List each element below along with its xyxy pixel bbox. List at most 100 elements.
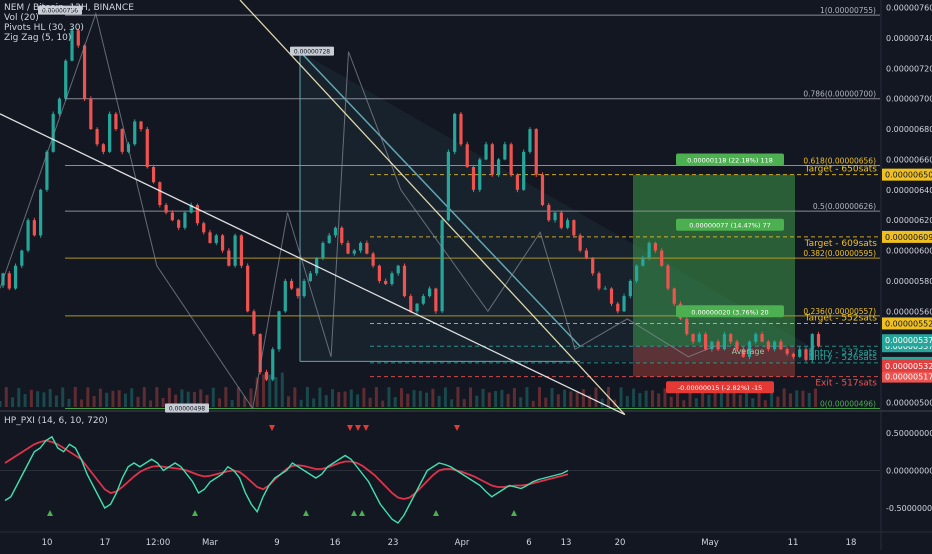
candle-body <box>95 129 99 145</box>
time-tick-label: 6 <box>526 538 531 548</box>
volume-bar <box>274 377 278 407</box>
volume-bar <box>80 399 84 407</box>
candle-body <box>704 334 708 350</box>
vol-indicator-label[interactable]: Vol (20) <box>4 13 39 23</box>
candle-body <box>271 349 275 380</box>
candle-body <box>503 144 507 160</box>
candle-body <box>810 334 814 360</box>
target-label: Exit - 517sats <box>815 379 877 389</box>
last-price-tag-text: 0.00000532 <box>885 362 932 371</box>
pivot-label-text: 0.00000498 <box>169 405 205 412</box>
oscillator-legend[interactable]: HP_PXI (14, 6, 10, 720) <box>4 416 108 426</box>
candle-body <box>446 151 451 221</box>
last-price-tag-bg <box>882 334 932 347</box>
candle-body <box>346 242 350 254</box>
position-value-box: 0.00000020 (3.76%) 20 <box>676 305 784 318</box>
time-tick-label: 23 <box>388 538 399 548</box>
volume-bar <box>86 387 90 407</box>
volume-bar <box>343 391 347 407</box>
candle-body <box>208 232 212 243</box>
volume-bar <box>738 394 742 407</box>
sell-signal-marker <box>355 425 361 431</box>
volume-bar <box>569 391 573 407</box>
time-tick-label: 12:00 <box>146 538 171 548</box>
zigzag-line <box>0 11 715 410</box>
time-tick-label: 20 <box>615 538 626 548</box>
volume-bar <box>676 387 680 407</box>
candle-body <box>409 296 413 312</box>
position-value-box-text: 0.00000077 (14.47%) 77 <box>689 222 771 230</box>
candle-body <box>666 265 670 289</box>
candle-body <box>89 98 93 130</box>
time-tick-label: 9 <box>274 538 279 548</box>
volume-bar <box>387 387 391 407</box>
price-tick-label: 0.00000600 <box>886 247 932 256</box>
price-tag-text: 0.00000552 <box>885 319 932 328</box>
trendline-resistance <box>239 0 626 415</box>
volume-bar <box>356 394 360 407</box>
target-label: Entry - 537sats <box>808 348 877 358</box>
candle-body <box>553 212 557 221</box>
candle-body <box>735 341 739 350</box>
volume-bar <box>362 387 366 407</box>
sell-signal-marker <box>363 425 369 431</box>
volume-bar <box>663 388 667 407</box>
volume-bar <box>512 388 516 407</box>
buy-signal-marker <box>303 510 309 516</box>
time-tick-label: 11 <box>788 538 799 548</box>
candle-body <box>227 250 231 266</box>
candle-body <box>722 334 727 350</box>
candle-body <box>641 258 645 266</box>
candle-body <box>616 303 620 312</box>
pivots-indicator-label[interactable]: Pivots HL (30, 30) <box>4 23 84 33</box>
volume-bar <box>123 393 127 407</box>
sell-signal-marker <box>454 425 460 431</box>
volume-bar <box>788 393 792 407</box>
volume-bar <box>268 374 272 407</box>
candle-body <box>333 227 338 236</box>
buy-signal-marker <box>359 510 365 516</box>
volume-bar <box>688 387 692 407</box>
buy-signal-marker <box>192 510 198 516</box>
price-tick-label: 0.00000640 <box>886 186 932 195</box>
price-tag-text: 0.00000517 <box>885 373 932 382</box>
candle-body <box>471 167 476 190</box>
candle-body <box>766 341 770 350</box>
price-axis-tags: 0.00000650 0.00000609 0.00000552 0.00000537… <box>882 168 932 383</box>
volume-bar <box>136 396 140 407</box>
volume-bar <box>494 391 498 407</box>
fib-label: 0.236(0.00000557) <box>803 307 876 316</box>
candle-body <box>540 174 545 205</box>
volume-bar <box>644 390 648 407</box>
candle-body <box>760 334 764 342</box>
volume-bar <box>337 392 341 407</box>
candle-body <box>82 45 87 99</box>
candle-body <box>697 334 701 342</box>
position-value-box: 0.00000077 (14.47%) 77 <box>676 218 784 231</box>
candle-body <box>565 220 570 228</box>
volume-bar <box>29 389 33 407</box>
volume-bar <box>111 390 115 407</box>
price-tick-label: 0.00000740 <box>886 34 932 43</box>
symbol-title[interactable]: NEM / Bitcoin, 12H, BINANCE <box>4 3 134 13</box>
position-value-box-text: -0.00000015 (-2.82%) -15 <box>678 384 762 392</box>
candle-body <box>114 113 118 130</box>
candle-body <box>239 235 243 266</box>
target-label: Target - 552sats <box>804 313 878 323</box>
zigzag-indicator-label[interactable]: Zig Zag (5, 10) <box>4 33 72 43</box>
volume-bar <box>575 392 579 407</box>
volume-bar <box>801 390 805 407</box>
candle-body <box>591 258 595 274</box>
sell-signal-marker <box>347 425 353 431</box>
candle-body <box>302 280 306 297</box>
trendline-support <box>0 113 626 416</box>
volume-bar <box>550 387 554 407</box>
fib-label: 0.5(0.00000626) <box>813 202 876 211</box>
volume-bar <box>54 395 58 407</box>
buy-signal-marker <box>511 510 517 516</box>
volume-bar <box>205 394 209 407</box>
candle-body <box>597 273 601 289</box>
candle-body <box>747 341 752 357</box>
